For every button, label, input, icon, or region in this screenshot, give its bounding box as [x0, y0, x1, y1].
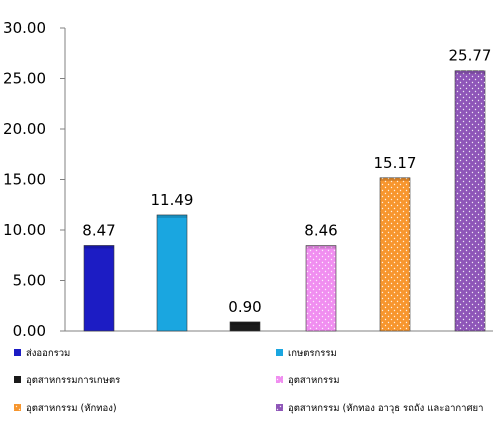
bar — [454, 70, 486, 332]
data-label: 15.17 — [374, 154, 417, 172]
legend-swatch — [276, 349, 283, 356]
data-label: 0.90 — [228, 298, 261, 316]
legend-item: อุตสาหกรรม — [276, 375, 340, 386]
data-labels: 8.47 11.49 0.90 8.46 15.17 25.77 — [82, 47, 491, 316]
legend-swatch — [14, 349, 21, 356]
bar — [305, 245, 337, 332]
data-label: 11.49 — [151, 191, 194, 209]
legend-label: ส่งออกรวม — [26, 348, 70, 359]
legend-item: อุตสาหกรรม (หักทอง) — [14, 403, 117, 414]
legend-item: อุตสาหกรรม (หักทอง อาวุธ รถถัง และอากาศย… — [276, 403, 483, 414]
axes: 0.00 5.00 10.00 15.00 20.00 25.00 30.00 — [3, 19, 493, 340]
y-tick-label: 10.00 — [3, 221, 46, 239]
legend-label: อุตสาหกรรม (หักทอง) — [26, 403, 117, 414]
legend-label: เกษตรกรรม — [288, 348, 337, 359]
y-tick-label: 25.00 — [3, 70, 46, 88]
bar — [83, 245, 115, 332]
bar — [156, 214, 188, 332]
legend-label: อุตสาหกรรม (หักทอง อาวุธ รถถัง และอากาศย… — [288, 403, 483, 414]
bar — [229, 321, 261, 332]
y-tick-label: 30.00 — [3, 19, 46, 37]
y-tick-label: 20.00 — [3, 120, 46, 138]
legend-item: อุตสาหกรรมการเกษตร — [14, 375, 120, 386]
legend-label: อุตสาหกรรมการเกษตร — [26, 375, 120, 386]
y-tick-label: 15.00 — [3, 171, 46, 189]
legend-item: ส่งออกรวม — [14, 348, 70, 359]
bars — [83, 70, 486, 332]
y-tick-label: 0.00 — [13, 322, 46, 340]
data-label: 8.46 — [304, 222, 337, 240]
bar — [379, 177, 411, 332]
y-tick-label: 5.00 — [13, 272, 46, 290]
data-label: 8.47 — [82, 221, 115, 239]
legend-label: อุตสาหกรรม — [288, 375, 340, 386]
legend-swatch — [14, 376, 21, 383]
data-label: 25.77 — [449, 47, 492, 65]
legend-item: เกษตรกรรม — [276, 348, 337, 359]
